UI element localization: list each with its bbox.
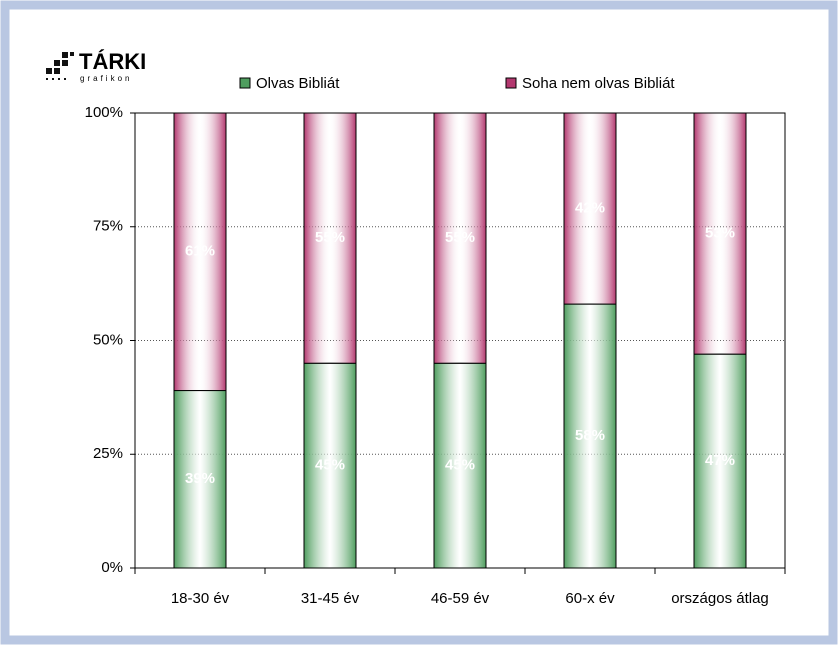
x-tick-label: 60-x év [565,590,615,607]
bar-segment [303,362,357,569]
bar-segment [563,303,617,569]
value-label: 53% [705,225,735,242]
bar-segment [433,112,487,364]
x-tick-label: országos átlag [671,590,769,607]
value-label: 42% [575,200,605,217]
bar-segment [433,362,487,569]
value-label: 45% [315,457,345,474]
value-label: 39% [185,470,215,487]
y-tick-label: 0% [101,559,123,576]
value-label: 61% [185,243,215,260]
bar-segment [173,112,227,392]
value-label: 58% [575,427,605,444]
bar-segment [693,112,747,355]
bar-segment [303,112,357,364]
logo-subtitle: grafikon [80,74,132,83]
value-label: 55% [445,229,475,246]
bar-segment [173,390,227,569]
value-label: 45% [445,457,475,474]
logo-title: TÁRKI [79,49,146,74]
x-tick-label: 18-30 év [171,590,230,607]
y-tick-label: 25% [93,445,123,462]
y-tick-label: 100% [85,104,123,121]
legend-swatch [505,77,517,89]
y-tick-label: 75% [93,218,123,235]
x-tick-label: 46-59 év [431,590,490,607]
x-tick-label: 31-45 év [301,590,360,607]
legend-label: Olvas Bibliát [256,75,340,92]
legend-label: Soha nem olvas Bibliát [522,75,675,92]
legend-swatch [239,77,251,89]
value-label: 55% [315,229,345,246]
y-tick-label: 50% [93,331,123,348]
bar-segment [693,353,747,569]
bar-segment [563,112,617,305]
logo-icon [46,52,74,80]
value-label: 47% [705,452,735,469]
